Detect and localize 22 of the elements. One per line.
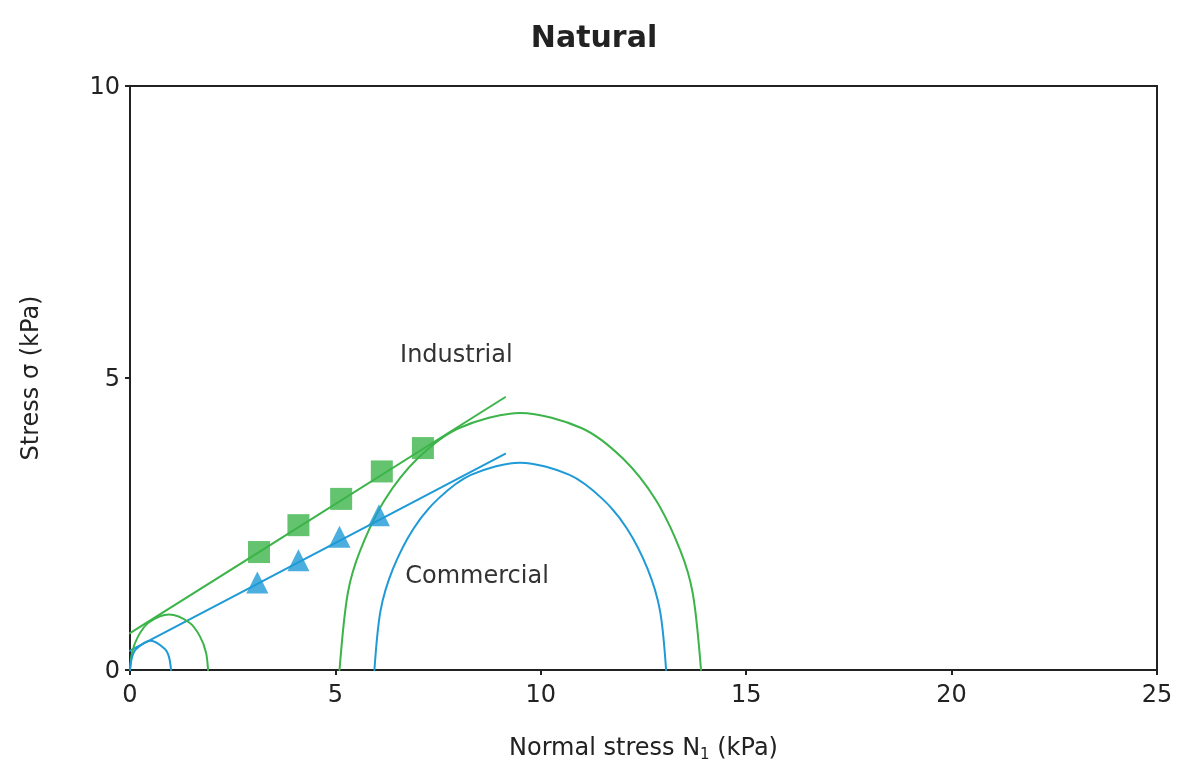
series-label: Commercial (405, 560, 549, 589)
x-tick-label: 0 (122, 680, 138, 708)
x-tick-label: 15 (730, 680, 762, 708)
y-tick-label: 10 (89, 72, 120, 100)
chart-title: Natural (530, 18, 658, 54)
point (287, 514, 310, 537)
point (367, 504, 390, 527)
x-tick-label: 25 (1141, 680, 1173, 708)
y-tick-label: 5 (104, 364, 120, 392)
point (287, 549, 310, 572)
y-tick-label: 0 (104, 656, 120, 684)
y-axis-title: Stress σ (kPa) (16, 295, 44, 461)
point (411, 437, 434, 460)
point (328, 525, 351, 548)
point (370, 460, 393, 483)
point (246, 571, 269, 594)
x-tick-label: 20 (936, 680, 967, 708)
point (330, 487, 353, 510)
series-label: Industrial (400, 340, 513, 369)
point (247, 541, 270, 564)
x-tick-label: 10 (525, 680, 557, 708)
x-tick-label: 5 (327, 680, 344, 708)
